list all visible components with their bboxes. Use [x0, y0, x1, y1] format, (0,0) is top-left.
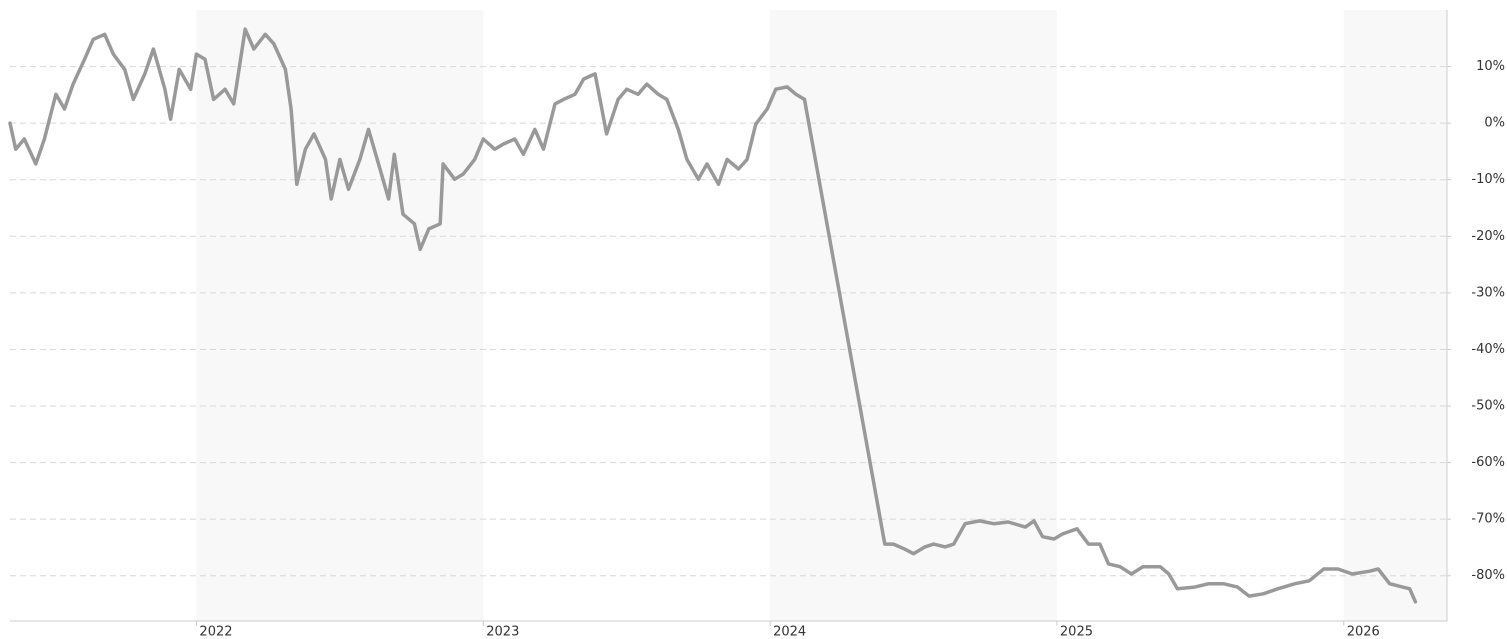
- year-band: [1343, 10, 1447, 621]
- y-tick-label: -30%: [1471, 285, 1505, 300]
- x-tick-label: 2023: [486, 625, 519, 639]
- x-tick-label: 2026: [1347, 625, 1380, 639]
- x-tick-label: 2025: [1060, 625, 1093, 639]
- y-tick-label: -10%: [1471, 172, 1505, 187]
- year-bands: [196, 10, 1447, 621]
- y-tick-label: -40%: [1471, 342, 1505, 357]
- y-tick-label: -60%: [1471, 455, 1505, 470]
- year-band: [196, 10, 484, 621]
- x-tick-label: 2022: [199, 625, 232, 639]
- y-tick-label: 10%: [1476, 59, 1505, 74]
- plot: [8, 27, 1418, 604]
- price-line: [8, 27, 1418, 604]
- grid: [10, 66, 1451, 626]
- y-tick-label: -20%: [1471, 229, 1505, 244]
- y-tick-label: 0%: [1484, 116, 1505, 131]
- y-tick-label: -80%: [1471, 568, 1505, 583]
- x-tick-label: 2024: [773, 625, 806, 639]
- year-band: [770, 10, 1057, 621]
- y-tick-label: -70%: [1471, 512, 1505, 527]
- y-tick-label: -50%: [1471, 399, 1505, 414]
